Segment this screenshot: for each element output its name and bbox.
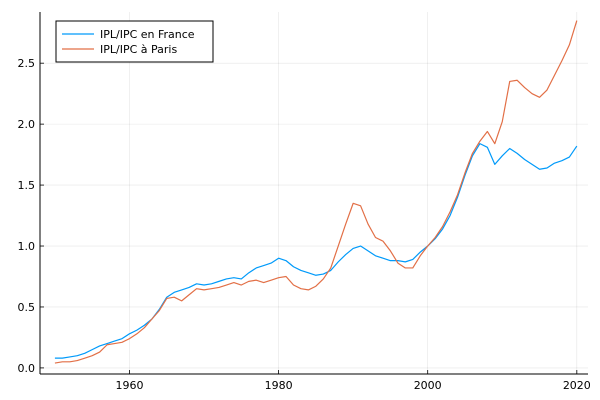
x-tick-label: 2020 [563, 379, 591, 392]
series-line-france [54, 143, 578, 359]
y-tick-label: 1.0 [18, 240, 36, 253]
x-tick-label: 1980 [265, 379, 293, 392]
series-lines [54, 20, 578, 364]
legend-label-paris: IPL/IPC à Paris [100, 43, 177, 56]
x-tick-label: 2000 [414, 379, 442, 392]
y-tick-label: 2.5 [18, 57, 36, 70]
x-tick-label: 1960 [115, 379, 143, 392]
y-tick-label: 2.0 [18, 118, 36, 131]
grid-lines [40, 12, 588, 374]
y-tick-label: 0.0 [18, 362, 36, 375]
legend-label-france: IPL/IPC en France [100, 28, 195, 41]
y-tick-label: 1.5 [18, 179, 36, 192]
legend: IPL/IPC en France IPL/IPC à Paris [55, 20, 214, 63]
series-line-paris [54, 20, 578, 364]
legend-box [55, 20, 214, 63]
axes [39, 12, 588, 375]
y-tick-label: 0.5 [18, 301, 36, 314]
tick-marks: 1960 1980 2000 2020 0.0 0.5 1.0 1.5 2.0 2.5 [18, 57, 591, 392]
